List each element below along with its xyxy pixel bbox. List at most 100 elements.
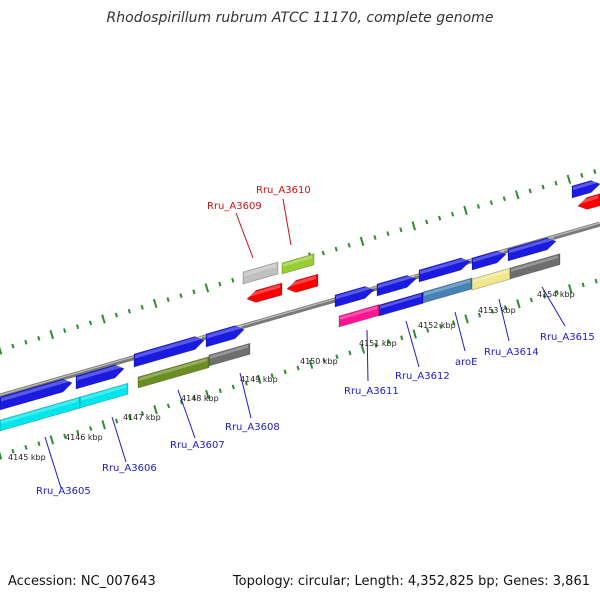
minor-tick: [476, 204, 481, 209]
minor-tick: [490, 308, 495, 314]
minor-tick: [140, 411, 145, 416]
major-tick: [101, 420, 106, 430]
major-tick: [204, 283, 210, 293]
gene-arrow-rru-a3609: [246, 282, 283, 303]
minor-tick: [399, 227, 403, 233]
minor-tick: [231, 384, 235, 390]
leader-line: [282, 198, 292, 246]
gene-label: Rru_A3606: [102, 463, 157, 474]
minor-tick: [270, 373, 274, 379]
category-bar-rru-a3610-highlight: [283, 255, 312, 267]
minor-tick: [192, 395, 196, 401]
minor-tick: [593, 169, 597, 174]
category-bar-rru-a3606-highlight: [81, 384, 126, 401]
category-bar-rru-a3614-highlight: [473, 269, 508, 283]
minor-tick: [128, 414, 132, 420]
category-bar-aroe-highlight: [424, 279, 470, 296]
category-bar-rru-a3607-highlight: [139, 358, 207, 381]
leader-line: [454, 311, 466, 352]
category-bar-rru-a3608-highlight: [210, 344, 248, 359]
ruler-label: 4154 kbp: [537, 290, 575, 299]
leader-line: [111, 416, 127, 463]
ruler-label: 4151 kbp: [359, 339, 397, 348]
leader-line: [44, 436, 62, 489]
major-tick: [152, 298, 158, 309]
ruler-label: 4148 kbp: [181, 394, 219, 403]
major-tick: [49, 435, 55, 445]
leader-line: [177, 389, 196, 439]
leader-line: [366, 329, 369, 382]
category-bar-rru-a3609-highlight: [244, 263, 276, 277]
gene-arrow-edge-reverse-highlight: [579, 195, 598, 205]
major-tick: [256, 374, 262, 384]
minor-tick: [89, 426, 93, 431]
minor-tick: [439, 324, 443, 329]
minor-tick: [63, 328, 67, 333]
minor-tick: [554, 180, 558, 186]
category-bar-rru-a3614: [471, 267, 511, 291]
gene-arrow-rru-a3610-highlight: [288, 275, 316, 288]
gene-arrow-rru-a3615: [507, 237, 557, 262]
gene-arrow-rru-a3606-highlight: [77, 363, 122, 381]
gene-label: Rru_A3610: [256, 185, 311, 196]
minor-tick: [489, 200, 493, 205]
gene-arrow-rru-a3611: [334, 286, 375, 308]
leader-line: [541, 286, 566, 327]
gene-arrow-aroe: [418, 257, 471, 283]
category-bar-rru-a3605-highlight: [1, 398, 78, 424]
accession-text: Accession: NC_007643: [8, 574, 156, 589]
minor-tick: [503, 305, 508, 310]
gene-arrow-rru-a3611-highlight: [336, 285, 372, 300]
gene-arrow-rru-a3608: [205, 325, 245, 348]
minor-tick: [63, 433, 67, 439]
gene-label: Rru_A3612: [395, 371, 450, 382]
major-tick: [153, 405, 158, 415]
gene-label: Rru_A3611: [344, 386, 399, 397]
minor-tick: [477, 312, 482, 318]
minor-tick: [37, 335, 41, 341]
category-bar-rru-a3611-highlight: [340, 306, 377, 320]
minor-tick: [75, 324, 80, 330]
minor-tick: [322, 358, 326, 363]
major-tick: [568, 284, 573, 294]
gene-arrow-rru-a3609-highlight: [248, 284, 280, 298]
minor-tick: [24, 339, 28, 345]
minor-tick: [24, 445, 28, 450]
ruler-label: 4146 kbp: [65, 433, 103, 442]
minor-tick: [88, 320, 93, 326]
minor-tick: [37, 441, 41, 447]
gene-label: Rru_A3608: [225, 422, 280, 433]
category-bar-rru-a3606: [79, 382, 129, 409]
gene-arrow-rru-a3615-highlight: [509, 236, 554, 254]
map-title: Rhodospirillum rubrum ATCC 11170, comple…: [106, 10, 494, 26]
gene-arrow-rru-a3607-highlight: [135, 335, 202, 359]
minor-tick: [373, 235, 377, 240]
gene-features: [0, 179, 600, 432]
ruler-label: 4149 kbp: [240, 375, 278, 384]
gene-label: Rru_A3609: [207, 201, 262, 212]
major-tick: [101, 314, 106, 324]
minor-tick: [426, 327, 430, 333]
ruler-label: 4147 kbp: [123, 413, 161, 422]
minor-tick: [296, 365, 300, 371]
minor-tick: [425, 219, 429, 225]
major-tick: [464, 314, 469, 324]
major-tick: [359, 236, 365, 246]
minor-tick: [114, 312, 118, 318]
minor-tick: [580, 173, 584, 178]
gene-arrow-aroe-highlight: [420, 256, 468, 275]
leader-line: [498, 298, 510, 342]
gene-arrow-rru-a3614: [471, 250, 507, 271]
minor-tick: [192, 289, 196, 295]
ruler-labels: 4145 kbp 4146 kbp 4147 kbp 4148 kbp 4149 kbp…: [8, 290, 575, 462]
minor-tick: [452, 320, 456, 326]
minor-tick: [115, 418, 119, 424]
minor-tick: [11, 448, 15, 454]
minor-tick: [283, 369, 287, 375]
gene-label: aroE: [455, 357, 477, 368]
minor-tick: [335, 354, 339, 360]
major-tick: [516, 299, 521, 309]
major-tick: [360, 344, 366, 354]
category-bar-rru-a3612: [378, 291, 424, 317]
